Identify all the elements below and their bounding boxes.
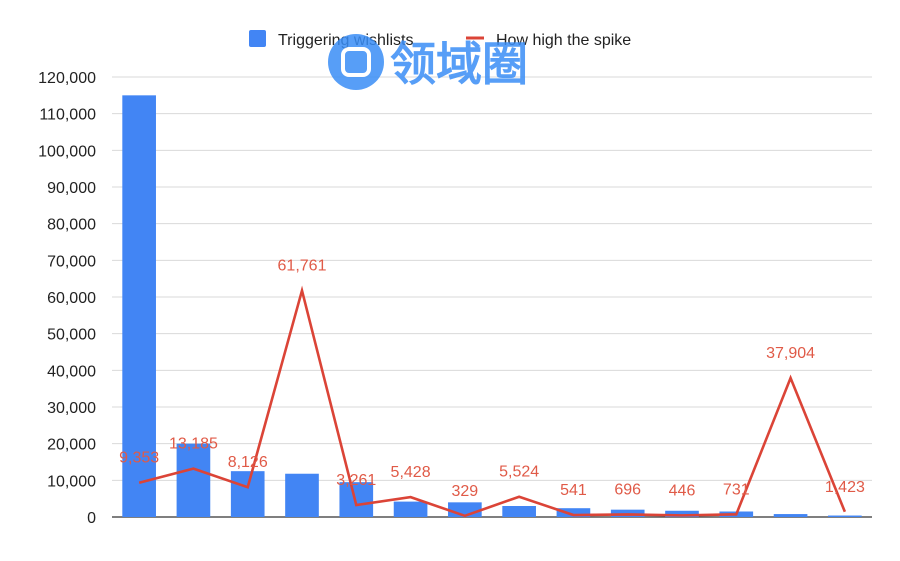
y-tick-label: 50,000 bbox=[47, 327, 96, 344]
bar bbox=[122, 95, 156, 517]
y-tick-label: 80,000 bbox=[47, 217, 96, 234]
data-label: 541 bbox=[560, 482, 587, 499]
bar bbox=[502, 506, 536, 517]
y-tick-label: 110,000 bbox=[39, 107, 96, 124]
y-tick-label: 10,000 bbox=[47, 473, 96, 490]
watermark-square bbox=[341, 47, 371, 77]
data-label: 696 bbox=[614, 481, 641, 498]
y-tick-label: 60,000 bbox=[47, 290, 96, 307]
data-label: 329 bbox=[452, 483, 479, 500]
y-tick-label: 20,000 bbox=[47, 437, 96, 454]
data-label: 1,423 bbox=[825, 479, 865, 496]
data-label: 8,126 bbox=[228, 454, 268, 471]
data-label: 37,904 bbox=[766, 345, 815, 362]
line-series bbox=[138, 285, 847, 518]
bar bbox=[393, 501, 428, 517]
data-label: 13,185 bbox=[169, 436, 218, 453]
bar bbox=[665, 510, 699, 517]
y-tick-label: 70,000 bbox=[47, 253, 96, 270]
legend-label-line: How high the spike bbox=[496, 32, 631, 49]
y-tick-label: 30,000 bbox=[47, 400, 96, 417]
watermark-circle bbox=[328, 34, 384, 90]
y-tick-label: 120,000 bbox=[38, 70, 96, 87]
data-label: 5,428 bbox=[391, 464, 431, 481]
bar bbox=[230, 471, 265, 517]
watermark-logo: 领域圈 bbox=[328, 34, 528, 91]
grid-lines bbox=[112, 76, 872, 518]
data-label: 61,761 bbox=[278, 258, 327, 275]
y-tick-label: 90,000 bbox=[47, 180, 96, 197]
data-label: 731 bbox=[723, 481, 750, 498]
spike-line bbox=[138, 285, 847, 518]
watermark-icon bbox=[328, 34, 384, 90]
bar bbox=[285, 473, 319, 517]
bar bbox=[176, 443, 211, 517]
legend-swatch-bars bbox=[249, 30, 266, 47]
y-tick-label: 40,000 bbox=[47, 363, 96, 380]
bar bbox=[828, 515, 862, 517]
bar bbox=[773, 514, 808, 517]
y-tick-label: 100,000 bbox=[38, 143, 96, 160]
data-label: 3,261 bbox=[336, 472, 376, 489]
y-tick-label: 0 bbox=[87, 510, 96, 527]
data-label: 5,524 bbox=[499, 464, 539, 481]
bar bbox=[339, 482, 374, 517]
data-labels: 9,353 13,185 8,126 61,761 3,261 5,428 329 5,524… bbox=[119, 258, 865, 500]
y-axis-ticks: 0 10,000 20,000 30,000 40,000 50,000 60,000 70,… bbox=[38, 70, 96, 527]
data-label: 9,353 bbox=[119, 450, 159, 467]
bar-series bbox=[122, 95, 862, 517]
data-label: 446 bbox=[669, 482, 696, 499]
watermark-text: 领域圈 bbox=[390, 37, 528, 91]
bar bbox=[556, 508, 591, 517]
